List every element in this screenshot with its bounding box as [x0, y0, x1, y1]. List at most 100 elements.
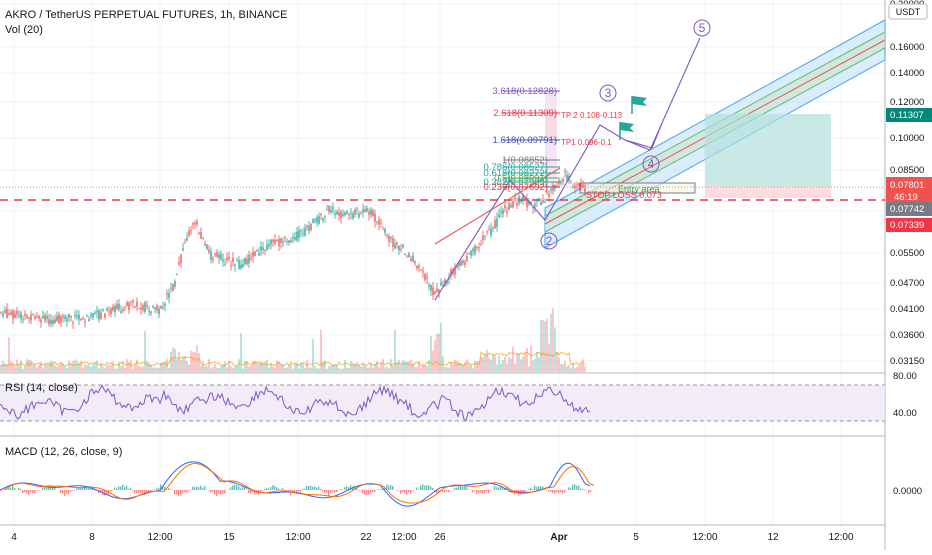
volume-bar [170, 352, 171, 372]
volume-bar [38, 365, 39, 372]
volume-bar [570, 368, 571, 372]
macd-hist-bar [314, 486, 315, 490]
candle-body [336, 212, 337, 215]
macd-hist-bar [110, 490, 111, 491]
candle-body [356, 209, 357, 210]
macd-hist-bar [564, 490, 565, 493]
macd-hist-bar [488, 490, 489, 493]
candle-body [518, 196, 519, 203]
macd-hist-bar [562, 490, 563, 493]
candle-body [202, 239, 203, 240]
macd-hist-bar [74, 490, 75, 491]
volume-bar [138, 366, 139, 372]
volume-bar [524, 353, 525, 372]
candle-body [66, 318, 67, 321]
volume-bar [136, 360, 137, 372]
macd-hist-bar [42, 488, 43, 490]
macd-hist-bar [326, 490, 327, 492]
macd-hist-bar [484, 490, 485, 493]
candle-body [304, 228, 305, 236]
volume-bar [334, 365, 335, 372]
volume-bar [102, 366, 103, 372]
macd-hist-bar [448, 490, 449, 492]
macd-hist-bar [556, 490, 557, 492]
macd-hist-bar [582, 489, 583, 490]
candle-body [272, 240, 273, 242]
candle-body [386, 235, 387, 236]
macd-hist-bar [146, 490, 147, 492]
volume-bar [100, 362, 101, 372]
macd-hist-bar [112, 490, 113, 491]
candle-body [350, 213, 351, 214]
volume-bar [88, 364, 89, 372]
candle-body [182, 248, 183, 250]
volume-bar [18, 365, 19, 372]
macd-hist-bar [244, 488, 245, 490]
volume-bar [542, 320, 543, 372]
candle-body [148, 311, 149, 312]
macd-hist-bar [126, 486, 127, 490]
rsi-band [0, 385, 885, 421]
volume-bar [16, 359, 17, 372]
macd-hist-bar [48, 485, 49, 490]
candle-body [244, 258, 245, 265]
macd-hist-bar [174, 490, 175, 494]
macd-hist-bar [170, 489, 171, 490]
volume-bar [86, 365, 87, 372]
volume-bar [132, 369, 133, 372]
wave-3-label: 3 [605, 86, 612, 100]
candle-body [154, 308, 155, 309]
candle-body [474, 246, 475, 254]
macd-hist-bar [208, 490, 209, 491]
target-zone[interactable] [705, 114, 831, 186]
candle-body [496, 218, 497, 226]
candle-body [118, 304, 119, 309]
candle-body [178, 262, 179, 264]
macd-hist-bar [312, 487, 313, 490]
price-badge-value: 0.07339 [890, 220, 924, 231]
candle-body [18, 315, 19, 316]
macd-hist-bar [222, 490, 223, 494]
candle-body [210, 252, 211, 260]
candle-body [238, 260, 239, 268]
candle-body [376, 221, 377, 222]
candle-body [264, 250, 265, 251]
macd-hist-bar [176, 490, 177, 494]
volume-bar [466, 359, 467, 372]
candle-body [578, 183, 579, 186]
candle-body [24, 314, 25, 316]
candle-body [332, 207, 333, 209]
candle-body [402, 245, 403, 248]
macd-hist-bar [180, 490, 181, 495]
risk-zone[interactable] [705, 186, 831, 198]
candle-body [76, 315, 77, 317]
volume-bar [64, 366, 65, 372]
volume-bar [294, 364, 295, 372]
candle-body [250, 258, 251, 259]
candle-body [116, 304, 117, 309]
volume-bar [226, 368, 227, 372]
candle-body [110, 309, 111, 314]
volume-bar [382, 359, 383, 372]
candle-body [394, 244, 395, 249]
macd-hist-bar [182, 490, 183, 493]
volume-bar [518, 354, 519, 372]
macd-hist-bar [482, 490, 483, 494]
candle-body [144, 303, 145, 312]
candle-body [576, 184, 577, 185]
volume-bar [468, 364, 469, 372]
volume-bar [428, 360, 429, 372]
volume-bar [12, 364, 13, 372]
macd-hist-bar [370, 490, 371, 494]
candle-body [134, 306, 135, 307]
candle-body [556, 186, 557, 187]
macd-hist-bar [496, 487, 497, 490]
macd-hist-bar [536, 487, 537, 490]
candle-body [374, 214, 375, 222]
macd-hist-bar [420, 485, 421, 490]
macd-hist-bar [114, 487, 115, 490]
macd-hist-bar [298, 490, 299, 492]
macd-hist-bar [32, 490, 33, 493]
macd-hist-bar [242, 487, 243, 490]
